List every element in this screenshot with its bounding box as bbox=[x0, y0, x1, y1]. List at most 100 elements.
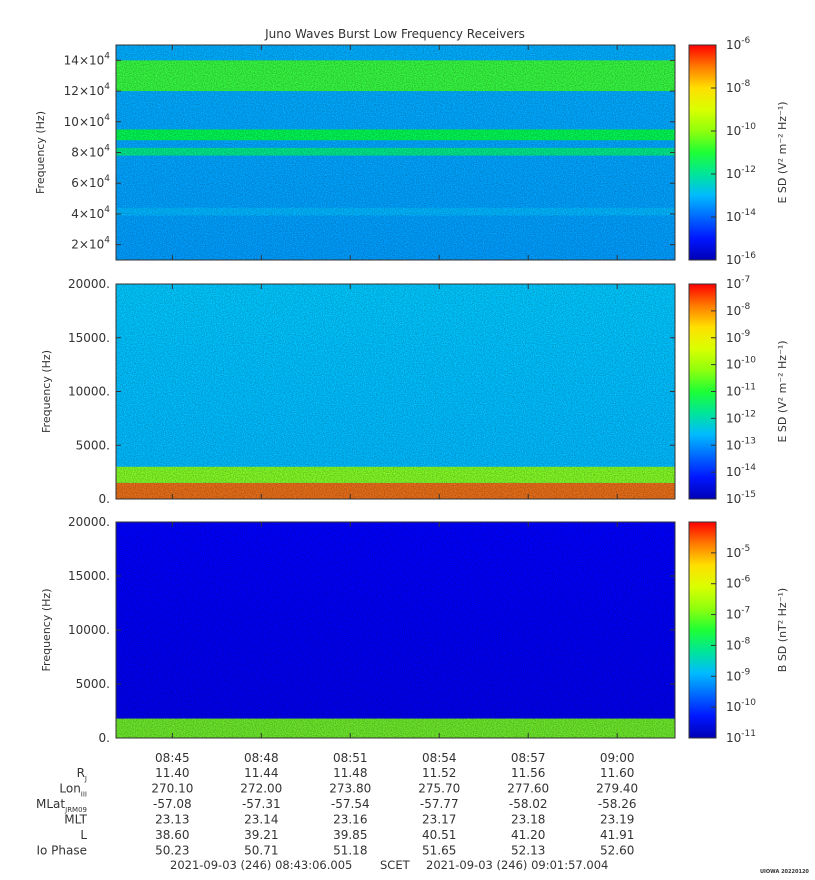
ephemeris-value: -57.54 bbox=[331, 797, 370, 811]
ephemeris-table: RJ 11.40 11.44 11.48 11.52 11.56 11.60 LonIII 27… bbox=[36, 766, 638, 858]
ephemeris-row-label: MLT bbox=[64, 813, 87, 827]
colorbar-tick-label: 10-6 bbox=[726, 36, 751, 52]
ephemeris-row-label: LonIII bbox=[59, 782, 87, 799]
y-axis-label: Frequency (Hz) bbox=[40, 589, 53, 672]
ephemeris-value: 41.91 bbox=[600, 828, 634, 842]
colorbar-tick-label: 10-9 bbox=[726, 667, 751, 683]
ephemeris-value: -58.02 bbox=[509, 797, 548, 811]
footer-tag: UIOWA 20220120 bbox=[760, 869, 809, 875]
colorbar-tick-label: 10-10 bbox=[726, 122, 756, 138]
ephemeris-value: 50.23 bbox=[155, 844, 189, 858]
colorbar-tick-label: 10-15 bbox=[726, 490, 756, 506]
spectrogram-panel-2: 0. 5000. 10000. 15000. 20000. Frequency (Hz) 1… bbox=[40, 275, 789, 506]
ephemeris-value: 11.52 bbox=[422, 766, 456, 780]
colorbar-label: E SD (V² m⁻² Hz⁻¹) bbox=[776, 101, 789, 203]
ephemeris-value: 277.60 bbox=[507, 782, 549, 796]
ephemeris-value: -58.26 bbox=[598, 797, 637, 811]
ephemeris-value: 23.13 bbox=[155, 813, 189, 827]
colorbar-tick-label: 10-6 bbox=[726, 575, 751, 591]
colorbar bbox=[688, 521, 717, 739]
ephemeris-value: 270.10 bbox=[151, 782, 193, 796]
ephemeris-value: 50.71 bbox=[244, 844, 278, 858]
ephemeris-value: 51.65 bbox=[422, 844, 456, 858]
y-tick-label: 20000. bbox=[68, 277, 110, 291]
colorbar-label: E SD (V² m⁻² Hz⁻¹) bbox=[776, 340, 789, 442]
colorbar-tick-label: 10-9 bbox=[726, 329, 751, 345]
y-tick-label: 15000. bbox=[68, 569, 110, 583]
x-tick-label: 08:45 bbox=[155, 751, 190, 765]
ephemeris-value: 38.60 bbox=[155, 828, 189, 842]
x-tick-label: 08:54 bbox=[422, 751, 457, 765]
y-tick-label: 10000. bbox=[68, 385, 110, 399]
spectrogram-noise bbox=[116, 284, 675, 499]
y-tick-label: 0. bbox=[99, 492, 110, 506]
spectrogram-panel-3: 0. 5000. 10000. 15000. 20000. Frequency (Hz) 1… bbox=[40, 515, 789, 745]
spectrogram-panels: 2×104 4×104 6×104 8×104 10×104 12×104 14×104 Fr… bbox=[34, 36, 789, 745]
time-axis: 08:45 08:48 08:51 08:54 08:57 09:00 bbox=[155, 45, 634, 765]
ephemeris-row-label: Io Phase bbox=[36, 844, 87, 858]
footer-frame: SCET bbox=[380, 858, 411, 872]
spectrogram-panel-1: 2×104 4×104 6×104 8×104 10×104 12×104 14×104 Fr… bbox=[34, 36, 789, 267]
footer-end-time: 2021-09-03 (246) 09:01:57.004 bbox=[426, 858, 608, 872]
y-axis-label: Frequency (Hz) bbox=[40, 350, 53, 433]
ephemeris-row-label: MLatJRM09 bbox=[36, 797, 87, 814]
ephemeris-value: 273.80 bbox=[329, 782, 371, 796]
x-tick-label: 08:51 bbox=[333, 751, 368, 765]
x-tick-label: 08:48 bbox=[244, 751, 279, 765]
ephemeris-value: -57.08 bbox=[153, 797, 192, 811]
ephemeris-value: 51.18 bbox=[333, 844, 367, 858]
ephemeris-value: 11.44 bbox=[244, 766, 278, 780]
ephemeris-value: 23.14 bbox=[244, 813, 278, 827]
ephemeris-row-label: L bbox=[80, 828, 87, 842]
colorbar-label: B SD (nT² Hz⁻¹) bbox=[776, 588, 789, 672]
colorbar bbox=[688, 44, 717, 261]
ephemeris-value: 41.20 bbox=[511, 828, 545, 842]
ephemeris-value: 279.40 bbox=[596, 782, 638, 796]
ephemeris-value: 52.60 bbox=[600, 844, 634, 858]
ephemeris-value: 23.19 bbox=[600, 813, 634, 827]
colorbar-tick-label: 10-13 bbox=[726, 436, 756, 452]
ephemeris-value: 11.40 bbox=[155, 766, 189, 780]
spectrogram-noise bbox=[116, 45, 675, 260]
colorbar-tick-label: 10-11 bbox=[726, 729, 756, 745]
y-tick-label: 14×104 bbox=[64, 51, 111, 67]
ephemeris-row-label: RJ bbox=[77, 766, 87, 783]
colorbar-tick-label: 10-8 bbox=[726, 636, 751, 652]
ephemeris-value: -57.77 bbox=[420, 797, 459, 811]
ephemeris-value: 11.48 bbox=[333, 766, 367, 780]
colorbar-tick-label: 10-14 bbox=[726, 463, 756, 479]
colorbar-tick-label: 10-7 bbox=[726, 606, 750, 622]
y-tick-label: 20000. bbox=[68, 515, 110, 529]
x-tick-label: 09:00 bbox=[600, 751, 635, 765]
ephemeris-value: 11.60 bbox=[600, 766, 634, 780]
ephemeris-value: 11.56 bbox=[511, 766, 545, 780]
colorbar-tick-label: 10-7 bbox=[726, 275, 750, 291]
ephemeris-value: 23.17 bbox=[422, 813, 456, 827]
y-tick-label: 8×104 bbox=[71, 144, 110, 160]
colorbar-tick-label: 10-12 bbox=[726, 409, 756, 425]
footer-start-time: 2021-09-03 (246) 08:43:06.005 bbox=[170, 858, 352, 872]
y-tick-label: 2×104 bbox=[71, 236, 110, 252]
ephemeris-value: 275.70 bbox=[418, 782, 460, 796]
x-tick-label: 08:57 bbox=[511, 751, 546, 765]
figure-title: Juno Waves Burst Low Frequency Receivers bbox=[264, 27, 525, 41]
ephemeris-value: 39.21 bbox=[244, 828, 278, 842]
y-tick-label: 15000. bbox=[68, 331, 110, 345]
ephemeris-value: 40.51 bbox=[422, 828, 456, 842]
colorbar-tick-label: 10-16 bbox=[726, 251, 756, 267]
y-tick-label: 0. bbox=[99, 731, 110, 745]
colorbar-tick-label: 10-11 bbox=[726, 383, 756, 399]
colorbar-tick-label: 10-10 bbox=[726, 356, 756, 372]
y-axis-label: Frequency (Hz) bbox=[34, 111, 47, 194]
colorbar-tick-label: 10-8 bbox=[726, 302, 751, 318]
ephemeris-value: 23.18 bbox=[511, 813, 545, 827]
colorbar-tick-label: 10-12 bbox=[726, 165, 756, 181]
ephemeris-value: 39.85 bbox=[333, 828, 367, 842]
colorbar-tick-label: 10-8 bbox=[726, 79, 751, 95]
ephemeris-value: 272.00 bbox=[240, 782, 282, 796]
ephemeris-value: 23.16 bbox=[333, 813, 367, 827]
y-tick-label: 4×104 bbox=[71, 205, 110, 221]
y-tick-label: 5000. bbox=[76, 677, 110, 691]
y-tick-label: 10000. bbox=[68, 623, 110, 637]
